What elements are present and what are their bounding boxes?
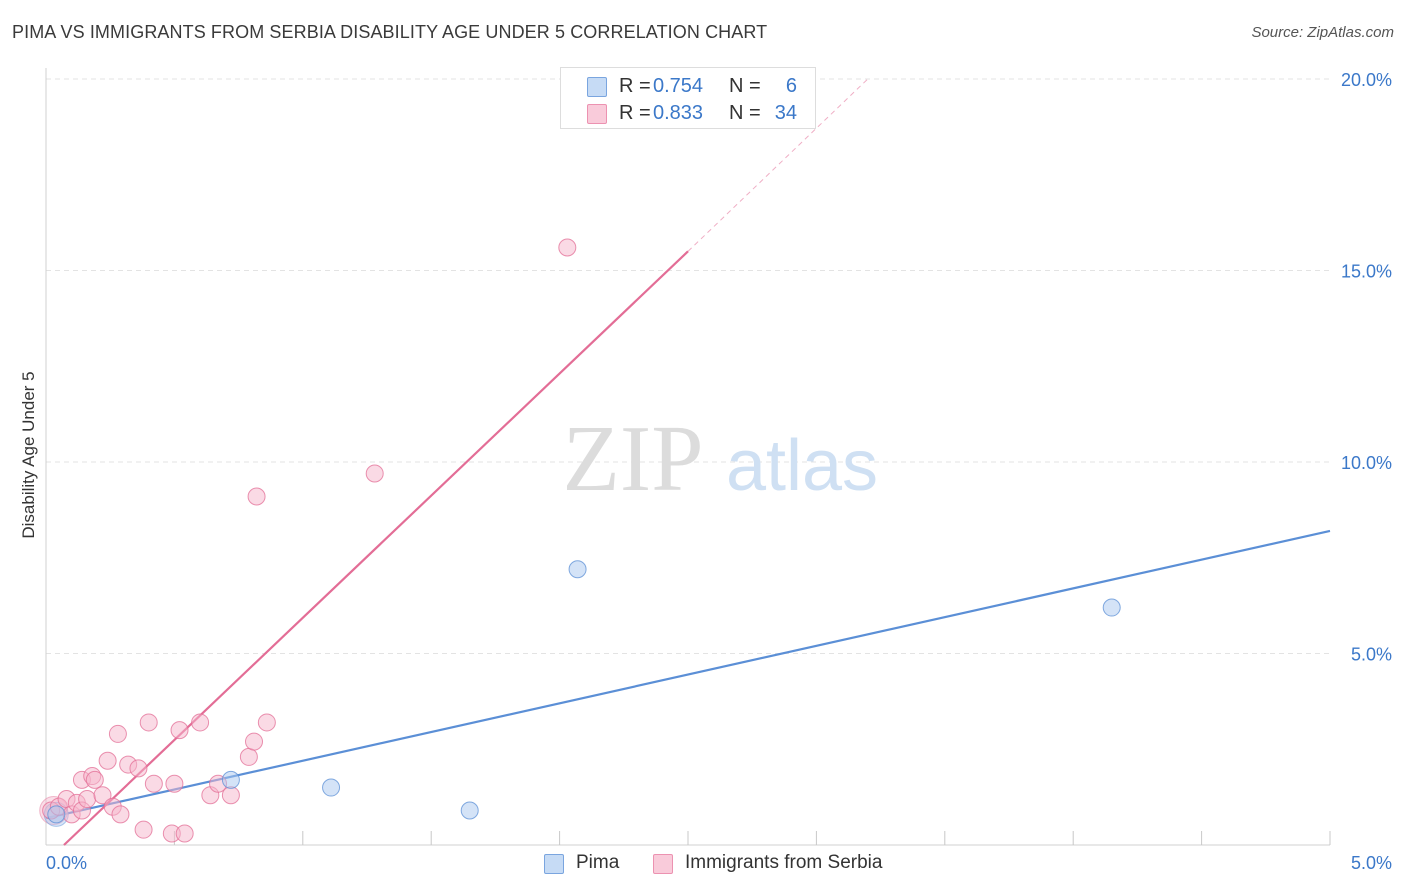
point-pima xyxy=(1102,598,1121,617)
point-serbia xyxy=(139,713,158,732)
point-pima xyxy=(460,801,479,820)
point-serbia xyxy=(78,790,97,809)
y-tick-label: 5.0% xyxy=(1351,645,1392,665)
point-pima xyxy=(47,805,66,824)
trend-line-serbia xyxy=(63,250,689,846)
point-serbia xyxy=(558,238,577,257)
point-serbia xyxy=(170,721,189,740)
point-serbia xyxy=(111,805,130,824)
point-serbia xyxy=(247,487,266,506)
x-tick-label: 5.0% xyxy=(1351,853,1392,873)
y-axis-label: Disability Age Under 5 xyxy=(19,371,38,538)
legend-row-serbia: R = 0.833 N = 34 xyxy=(561,101,817,127)
bottom-legend-swatch-serbia xyxy=(653,854,673,874)
legend-r-label: R = xyxy=(619,75,651,97)
legend-swatch-pima xyxy=(587,77,607,97)
y-tick-label: 20.0% xyxy=(1341,70,1392,90)
legend-r-value-serbia: 0.833 xyxy=(653,102,704,124)
legend-swatch-serbia xyxy=(587,104,607,124)
point-serbia xyxy=(257,713,276,732)
chart-source: Source: ZipAtlas.com xyxy=(1251,24,1394,41)
point-serbia xyxy=(191,713,210,732)
legend-n-value-pima: 6 xyxy=(785,75,797,97)
point-serbia xyxy=(134,820,153,839)
chart-title: PIMA VS IMMIGRANTS FROM SERBIA DISABILIT… xyxy=(12,22,768,42)
point-serbia xyxy=(85,770,104,789)
point-serbia xyxy=(93,786,112,805)
point-serbia xyxy=(365,464,384,483)
point-serbia xyxy=(221,786,240,805)
point-serbia xyxy=(245,732,264,751)
bottom-legend-label-pima: Pima xyxy=(576,852,620,873)
legend-r-label: R = xyxy=(619,102,651,124)
point-serbia xyxy=(175,824,194,843)
point-serbia xyxy=(144,774,163,793)
watermark-atlas: atlas xyxy=(726,426,878,506)
bottom-legend-label-serbia: Immigrants from Serbia xyxy=(685,852,883,873)
x-tick-label: 0.0% xyxy=(46,853,87,873)
point-pima xyxy=(568,560,587,579)
y-tick-label: 10.0% xyxy=(1341,453,1392,473)
legend-n-label: N = xyxy=(729,75,761,97)
trend-extension-serbia xyxy=(687,78,869,252)
point-serbia xyxy=(165,774,184,793)
point-pima xyxy=(322,778,341,797)
watermark-zip: ZIP xyxy=(563,407,704,511)
trend-line-pima xyxy=(45,529,1331,820)
legend-r-value-pima: 0.754 xyxy=(653,75,704,97)
point-serbia xyxy=(129,759,148,778)
point-serbia xyxy=(239,747,258,766)
point-pima xyxy=(221,770,240,789)
point-serbia xyxy=(108,724,127,743)
legend-n-label: N = xyxy=(729,102,761,124)
legend-n-value-serbia: 34 xyxy=(774,102,797,124)
stats-legend: R = 0.754 N = 6 R = 0.833 N = 34 xyxy=(560,67,816,129)
legend-row-pima: R = 0.754 N = 6 xyxy=(561,74,817,100)
y-tick-label: 15.0% xyxy=(1341,262,1392,282)
bottom-legend-swatch-pima xyxy=(544,854,564,874)
point-serbia xyxy=(98,751,117,770)
